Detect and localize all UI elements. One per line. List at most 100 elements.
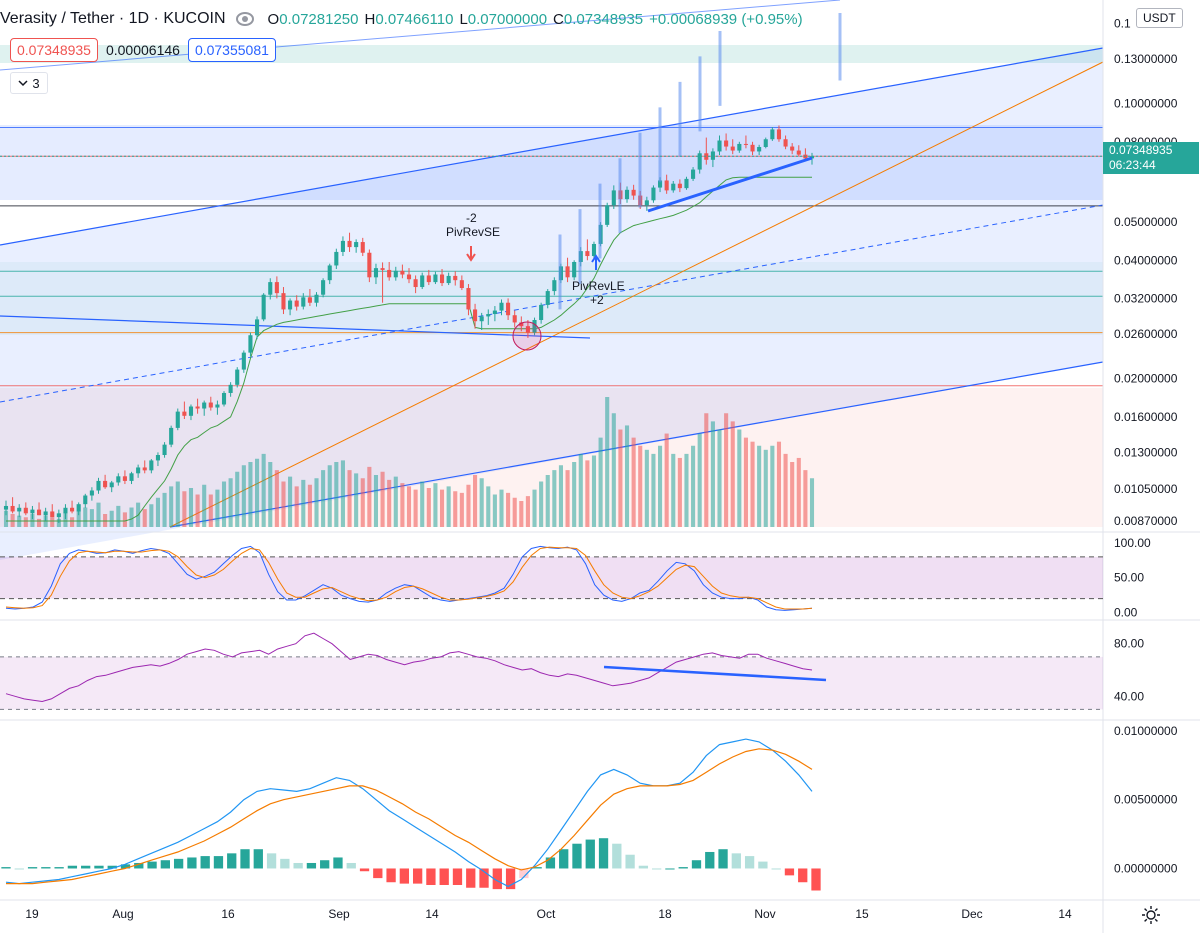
candle <box>162 442 167 458</box>
candle <box>737 141 742 153</box>
indicator-count: 3 <box>32 75 40 91</box>
candle-body <box>23 507 28 514</box>
candle-body <box>208 402 213 408</box>
candle <box>730 139 735 155</box>
volume-bar <box>367 466 372 527</box>
volume-bar <box>380 471 385 527</box>
candle <box>182 401 187 420</box>
candle-body <box>76 504 81 512</box>
volume-bar <box>558 465 563 527</box>
candle <box>83 493 88 508</box>
candle-body <box>255 319 260 336</box>
time-axis-tick: 18 <box>658 907 672 921</box>
volume-bar <box>790 462 795 527</box>
candle <box>261 293 266 322</box>
candle-body <box>763 139 768 147</box>
candle <box>221 391 227 407</box>
volume-bar <box>274 470 279 527</box>
candle <box>373 263 379 285</box>
volume-bar <box>433 483 438 527</box>
macd-histogram-bar <box>691 860 702 869</box>
volume-bar <box>803 470 808 527</box>
candle-body <box>658 180 663 188</box>
candle-body <box>248 335 253 353</box>
candle-body <box>122 476 127 481</box>
macd-axis-tick: 0.00500000 <box>1114 793 1178 807</box>
candle-body <box>525 326 530 333</box>
currency-button[interactable]: USDT <box>1136 8 1183 28</box>
candle-body <box>235 369 240 385</box>
support-line <box>0 315 591 339</box>
candle <box>30 505 35 520</box>
candle-body <box>717 140 722 152</box>
symbol-title[interactable]: Verasity / Tether · 1D · KUCOIN <box>0 10 226 27</box>
eye-icon[interactable] <box>235 12 254 26</box>
candle <box>684 176 689 190</box>
volume-bar <box>149 504 154 527</box>
price-axis-tick: 0.00870000 <box>1114 514 1178 528</box>
time-axis-tick: 19 <box>25 907 39 921</box>
volume-bar <box>354 473 359 527</box>
time-axis-tick: 14 <box>1058 907 1072 921</box>
candle <box>109 480 114 493</box>
candle-body <box>63 507 68 514</box>
candle <box>453 271 458 286</box>
macd-histogram-bar <box>492 868 502 890</box>
stoch-axis-tick: 50.00 <box>1114 571 1144 585</box>
volume-bar <box>261 453 266 527</box>
volume-bar <box>321 470 326 527</box>
volume-bar <box>89 509 94 527</box>
macd-signal-line <box>6 748 813 885</box>
candle-body <box>479 316 484 322</box>
candle-body <box>532 320 537 333</box>
macd-histogram-bar <box>625 854 635 869</box>
candle-body <box>288 300 293 310</box>
short-signal-label: PivRevSE <box>446 225 500 239</box>
macd-histogram-bar <box>612 843 622 869</box>
candle-body <box>373 268 379 278</box>
candle-body <box>354 242 359 248</box>
volume-bar <box>644 449 649 527</box>
candle <box>426 269 431 286</box>
channel-mid-line <box>0 204 1104 403</box>
candle <box>63 504 68 520</box>
candle <box>492 306 497 322</box>
macd-histogram-bar <box>240 849 250 869</box>
candle <box>367 249 372 283</box>
candle-body <box>724 140 729 147</box>
candle-body <box>215 404 220 408</box>
candle <box>644 196 649 211</box>
candle-body <box>175 411 180 428</box>
high-value: 0.07466110 <box>375 10 454 28</box>
volume-bar <box>512 497 517 527</box>
gear-icon[interactable] <box>1140 904 1162 926</box>
volume-bar <box>228 478 233 527</box>
volume-bar <box>169 486 174 527</box>
sell-button[interactable]: 0.07348935 <box>10 38 98 62</box>
volume-bar <box>116 505 121 527</box>
price-axis-tick: 0.04000000 <box>1114 253 1178 267</box>
candle <box>539 302 544 324</box>
candle-body <box>539 304 544 321</box>
candle <box>704 137 709 165</box>
candle <box>677 179 682 193</box>
price-axis-tick: 0.01300000 <box>1114 445 1178 459</box>
candle <box>274 276 279 299</box>
macd-histogram-bar <box>479 868 489 888</box>
candle-body <box>750 144 755 152</box>
volume-bar <box>578 453 583 527</box>
volume-bar <box>684 453 689 527</box>
macd-histogram-bar <box>266 853 277 869</box>
candle <box>195 398 200 414</box>
buy-button[interactable]: 0.07355081 <box>187 38 276 62</box>
volume-bar <box>188 488 194 527</box>
candle <box>757 144 762 156</box>
candle-body <box>499 302 504 311</box>
macd-histogram-bar <box>173 858 184 869</box>
macd-histogram-bar <box>665 868 675 870</box>
candle-body <box>393 270 398 278</box>
candle <box>591 241 597 259</box>
indicator-toggle-button[interactable]: 3 <box>10 72 48 94</box>
